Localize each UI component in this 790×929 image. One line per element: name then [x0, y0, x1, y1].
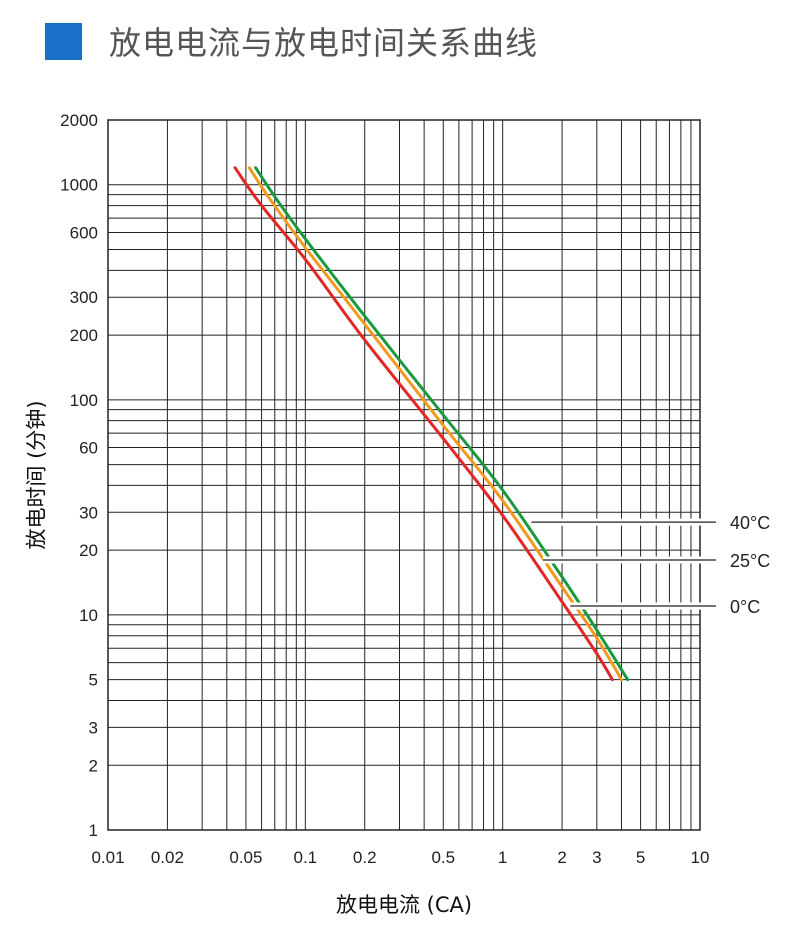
series-line — [247, 166, 623, 682]
chart-title: 放电电流与放电时间关系曲线 — [109, 24, 539, 62]
y-tick-label: 600 — [70, 223, 98, 242]
y-tick-label: 3 — [89, 718, 98, 737]
legend-label: 40°C — [730, 513, 770, 533]
legend-label: 25°C — [730, 551, 770, 571]
y-tick-label: 10 — [79, 606, 98, 625]
x-tick-label: 2 — [557, 848, 566, 867]
header-accent-square — [45, 22, 82, 60]
y-tick-label: 5 — [89, 671, 98, 690]
grid-lines — [108, 120, 700, 830]
x-tick-label: 0.2 — [353, 848, 377, 867]
y-tick-label: 1000 — [60, 176, 98, 195]
x-tick-label: 1 — [498, 848, 507, 867]
legend-label: 0°C — [730, 597, 760, 617]
x-tick-label: 10 — [691, 848, 710, 867]
y-tick-labels: 1 2 3 5 10 20 30 60 100 200 300 600 1000 2000 — [60, 111, 98, 840]
chart-header: 放电电流与放电时间关系曲线 — [45, 20, 538, 62]
y-tick-label: 200 — [70, 326, 98, 345]
x-axis-label: 放电电流 (CA) — [336, 893, 472, 917]
x-tick-label: 3 — [592, 848, 601, 867]
x-tick-label: 0.01 — [91, 848, 124, 867]
x-tick-label: 5 — [636, 848, 645, 867]
x-tick-label: 0.05 — [229, 848, 262, 867]
plot-frame — [107, 119, 701, 831]
x-tick-labels: 0.01 0.02 0.05 0.1 0.2 0.5 1 2 3 5 10 — [91, 848, 709, 867]
y-tick-label: 100 — [70, 391, 98, 410]
x-tick-label: 0.5 — [431, 848, 455, 867]
y-tick-label: 30 — [79, 503, 98, 522]
series-line — [233, 166, 614, 682]
legend: 40°C 25°C 0°C — [531, 513, 770, 617]
x-tick-label: 0.1 — [294, 848, 318, 867]
curves — [233, 166, 630, 682]
y-axis-label: 放电时间 (分钟) — [24, 400, 48, 549]
y-tick-label: 1 — [89, 821, 98, 840]
y-tick-label: 2 — [89, 756, 98, 775]
y-tick-label: 2000 — [60, 111, 98, 130]
y-tick-label: 60 — [79, 439, 98, 458]
y-tick-label: 300 — [70, 288, 98, 307]
x-tick-label: 0.02 — [151, 848, 184, 867]
y-tick-label: 20 — [79, 541, 98, 560]
